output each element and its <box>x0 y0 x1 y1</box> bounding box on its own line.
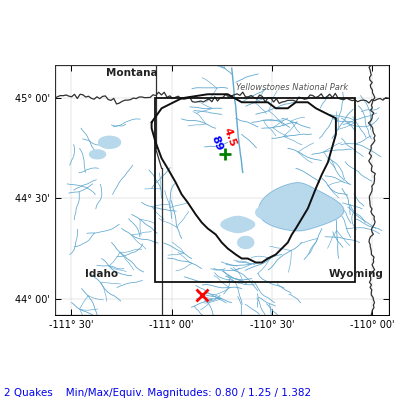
Text: Idaho: Idaho <box>85 268 118 278</box>
Text: 4.5: 4.5 <box>221 126 237 148</box>
Bar <box>155 98 355 282</box>
Text: 89: 89 <box>209 134 224 152</box>
Text: Wyoming: Wyoming <box>328 268 382 278</box>
Polygon shape <box>89 150 105 159</box>
Polygon shape <box>258 183 343 231</box>
Text: Yellowstones National Park: Yellowstones National Park <box>235 83 347 92</box>
Polygon shape <box>220 216 254 232</box>
Polygon shape <box>255 206 279 220</box>
Text: 2 Quakes    Min/Max/Equiv. Magnitudes: 0.80 / 1.25 / 1.382: 2 Quakes Min/Max/Equiv. Magnitudes: 0.80… <box>4 388 310 398</box>
Polygon shape <box>237 236 253 248</box>
Text: Montana: Montana <box>106 68 157 78</box>
Polygon shape <box>98 136 120 148</box>
